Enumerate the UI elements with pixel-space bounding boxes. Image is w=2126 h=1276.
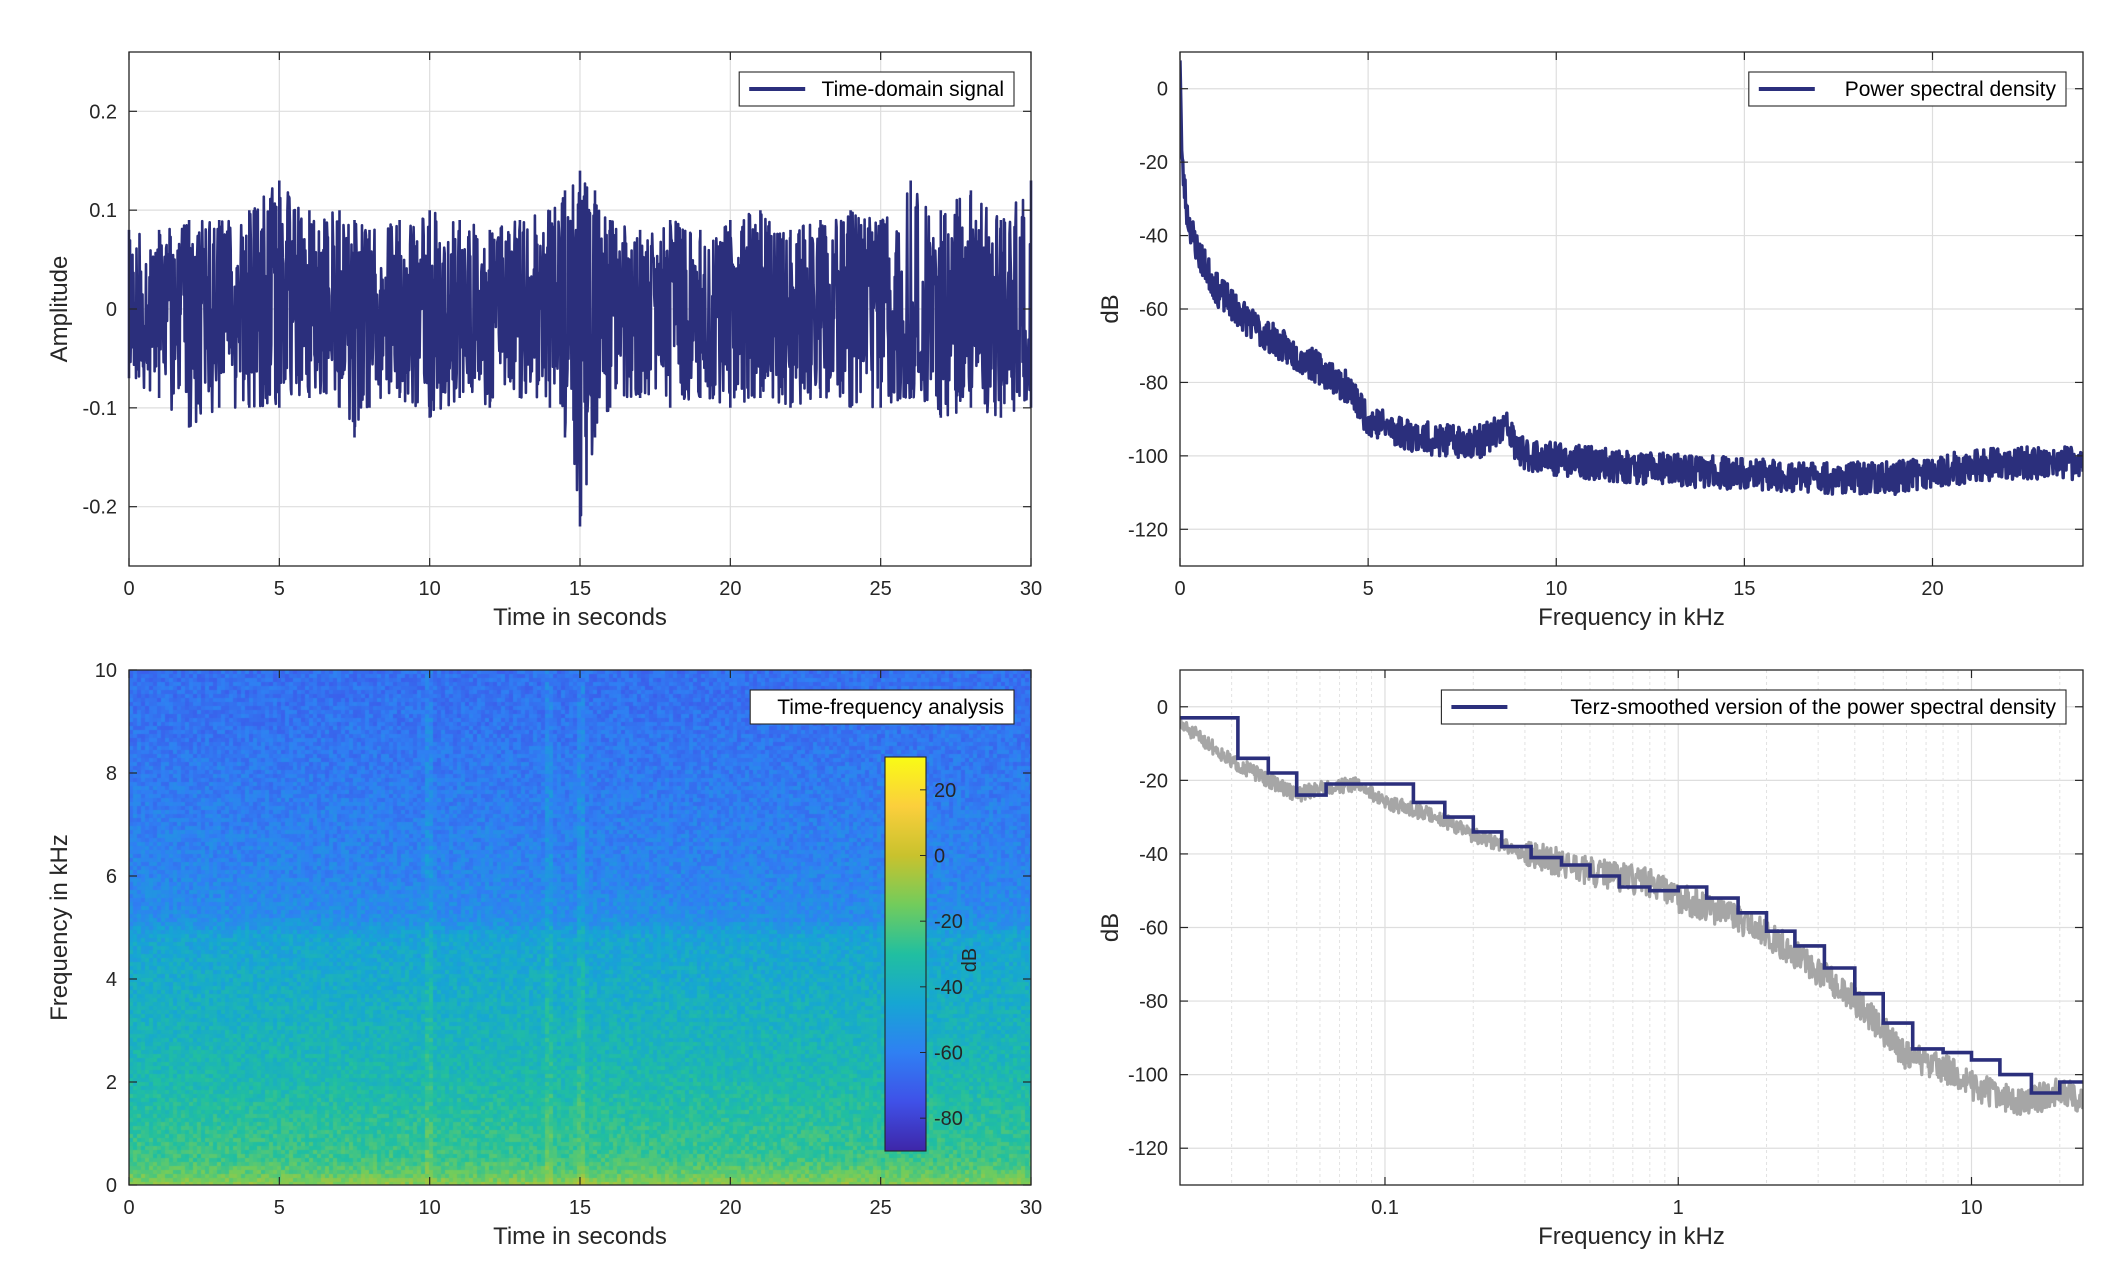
- y-tick-label: -0.1: [83, 398, 117, 420]
- y-tick-label: -60: [1139, 299, 1168, 321]
- y-tick-label: -40: [1139, 226, 1168, 248]
- y-tick-label: -40: [1139, 844, 1168, 866]
- y-tick-label: -120: [1128, 1138, 1168, 1160]
- x-axis-label: Frequency in kHz: [1538, 1223, 1725, 1250]
- y-tick-label: 0: [1157, 697, 1168, 719]
- y-tick-label: -20: [1139, 152, 1168, 174]
- axes-panel-4: 0.1 1 10 -120 -100 -80 -60 -40 -20 0 Frequency in …: [1097, 669, 2084, 1250]
- colorbar-gradient: [884, 756, 927, 1152]
- colorbar-tick-label: 20: [934, 780, 956, 802]
- grid: [1180, 670, 2083, 1185]
- colorbar-tick-label: -40: [934, 977, 963, 999]
- x-tick-label: 0: [123, 578, 134, 600]
- x-axis-label: Frequency in kHz: [1538, 604, 1725, 631]
- raw-psd-trace: [1180, 718, 2083, 1116]
- x-tick-label: 30: [1020, 1197, 1042, 1219]
- ticks: 0 5 10 15 20 25 30 -0.2 -0.1 0 0.1 0.2: [83, 52, 1042, 600]
- x-tick-label: 30: [1020, 578, 1042, 600]
- y-axis-label: dB: [1097, 294, 1124, 323]
- legend-box: [1440, 689, 2067, 725]
- x-tick-label: 10: [1545, 578, 1567, 600]
- y-tick-label: -60: [1139, 918, 1168, 940]
- x-tick-label: 15: [1733, 578, 1755, 600]
- ticks: 0 5 10 15 20 25 30 0 2 4 6 8 10: [95, 660, 1042, 1219]
- axes-panel-3: 0 5 10 15 20 25 30 0 2 4 6 8 10 Time in seconds Freque…: [46, 660, 1042, 1250]
- ticks: 0 5 10 15 20 -120 -100 -80 -60 -40 -20 0: [1128, 52, 2083, 600]
- x-axis-label: Time in seconds: [493, 604, 667, 631]
- x-tick-label: 5: [1363, 578, 1374, 600]
- legend-label: Terz-smoothed version of the power spect…: [1570, 696, 2056, 719]
- colorbar-tick-label: -60: [934, 1043, 963, 1065]
- x-tick-label: 0: [123, 1197, 134, 1219]
- legend-label: Power spectral density: [1845, 78, 2057, 101]
- x-tick-label: 1: [1673, 1197, 1684, 1219]
- legend-box: [749, 689, 1015, 725]
- x-tick-label: 0: [1174, 578, 1185, 600]
- axes-panel-2: 0 5 10 15 20 -120 -100 -80 -60 -40 -20 0 Frequency i…: [1097, 51, 2084, 631]
- colorbar-label: dB: [959, 948, 981, 972]
- colorbar-tick-label: -80: [934, 1108, 963, 1130]
- y-tick-label: -120: [1128, 519, 1168, 541]
- y-tick-label: 0: [106, 1175, 117, 1197]
- legend: Time-domain signal: [738, 71, 1015, 107]
- y-tick-label: -100: [1128, 446, 1168, 468]
- y-axis-label: Frequency in kHz: [46, 834, 73, 1021]
- y-tick-label: 0.1: [89, 200, 117, 222]
- y-tick-label: -80: [1139, 372, 1168, 394]
- y-tick-label: 0: [106, 299, 117, 321]
- y-tick-label: 2: [106, 1072, 117, 1094]
- legend-label: Time-domain signal: [822, 78, 1004, 101]
- x-tick-label: 20: [1921, 578, 1943, 600]
- y-tick-label: -100: [1128, 1065, 1168, 1087]
- x-tick-label: 10: [1960, 1197, 1982, 1219]
- spectrogram-image: [129, 670, 1031, 1185]
- x-tick-label: 10: [419, 1197, 441, 1219]
- signal-trace: [127, 170, 1033, 527]
- x-tick-label: 15: [569, 578, 591, 600]
- colorbar-tick-label: -20: [934, 911, 963, 933]
- y-tick-label: 0.2: [89, 101, 117, 123]
- x-tick-label: 20: [719, 578, 741, 600]
- colorbar: -80 -60 -40 -20 0 20 dB: [884, 756, 981, 1152]
- x-tick-label: 25: [870, 578, 892, 600]
- y-axis-label: dB: [1097, 913, 1124, 942]
- legend-label: Time-frequency analysis: [777, 696, 1004, 719]
- x-tick-label: 20: [719, 1197, 741, 1219]
- x-tick-label: 5: [274, 578, 285, 600]
- y-tick-label: 4: [106, 969, 117, 991]
- x-tick-label: 15: [569, 1197, 591, 1219]
- y-tick-label: -0.2: [83, 497, 117, 519]
- y-tick-label: 0: [1157, 79, 1168, 101]
- x-tick-label: 0.1: [1371, 1197, 1399, 1219]
- psd-trace: [1180, 60, 2083, 496]
- y-tick-label: -20: [1139, 770, 1168, 792]
- y-axis-label: Amplitude: [46, 256, 73, 363]
- axes-panel-1: 0 5 10 15 20 25 30 -0.2 -0.1 0 0.1 0.2 Time in secon…: [46, 51, 1042, 631]
- y-tick-label: 6: [106, 866, 117, 888]
- legend: Power spectral density: [1748, 71, 2067, 107]
- x-tick-label: 25: [870, 1197, 892, 1219]
- spectrogram-canvas: [129, 670, 1031, 1185]
- x-tick-label: 5: [274, 1197, 285, 1219]
- legend: Terz-smoothed version of the power spect…: [1440, 689, 2067, 725]
- x-axis-label: Time in seconds: [493, 1223, 667, 1250]
- ticks: 0.1 1 10 -120 -100 -80 -60 -40 -20 0: [1128, 670, 2083, 1219]
- terz-smoothed-trace: [1180, 716, 2083, 1095]
- colorbar-tick-label: 0: [934, 846, 945, 868]
- y-tick-label: 10: [95, 660, 117, 682]
- y-tick-label: -80: [1139, 991, 1168, 1013]
- y-tick-label: 8: [106, 763, 117, 785]
- legend: Time-frequency analysis: [749, 689, 1015, 725]
- x-tick-label: 10: [419, 578, 441, 600]
